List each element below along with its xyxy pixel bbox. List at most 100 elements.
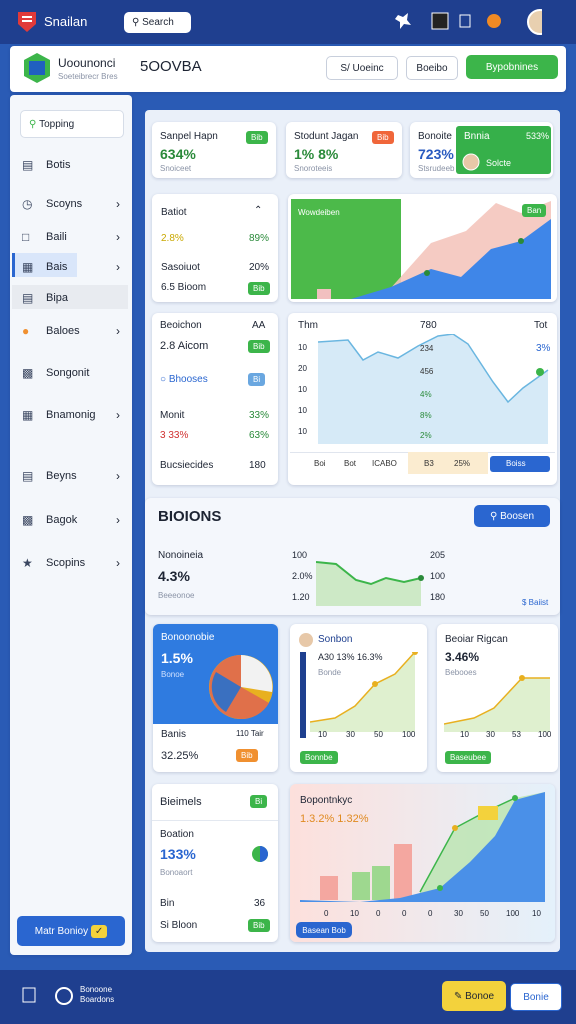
header-button[interactable]: S/ Uoeinc [326, 56, 398, 80]
sidebar-item[interactable]: Scopins [46, 557, 86, 569]
x-tick-label: 53 [512, 730, 521, 739]
combo-chart [300, 792, 545, 902]
beoichon-label: ○ Bhooses [160, 374, 208, 385]
stat-title: Sanpel Hapn [160, 131, 218, 142]
tab-highlight [408, 452, 488, 474]
bieimels-foot: Si Bloon [160, 920, 198, 931]
section-left: 1.20 [292, 592, 310, 602]
beoichon-label-text: Bhooses [168, 374, 208, 385]
x-tick-label: 0 [324, 909, 329, 918]
batiot-label: 6.5 Bioom [161, 282, 207, 293]
sidebar-item[interactable]: Bipa [46, 292, 69, 304]
sidebar-button[interactable]: Matr Bonioy ✓ [17, 916, 125, 946]
x-tick-label: 50 [480, 909, 489, 918]
section-footer: $ Baiist [522, 598, 549, 607]
sidebar-item[interactable]: Scoyns [46, 198, 83, 210]
search-box[interactable]: ⚲ Search [124, 12, 191, 33]
chevron: › [116, 513, 120, 527]
beoichon-label: Monit [160, 410, 185, 421]
tile-badge: Baseubee [445, 751, 492, 764]
batiot-value: 89% [249, 233, 270, 244]
x-tick-label: 30 [346, 730, 355, 739]
stat-value: 634% [160, 146, 196, 162]
tab-active[interactable] [490, 456, 550, 472]
sidebar-item[interactable]: Bnamonig [46, 409, 96, 421]
tab-label[interactable]: Boi [314, 459, 326, 468]
stat-title: Bonoite [418, 131, 452, 142]
sidebar-icon: ★ [22, 556, 33, 570]
active-item [12, 253, 77, 277]
batiot-badge: Bib [248, 282, 270, 295]
chevron: › [116, 260, 120, 274]
section-button[interactable]: ⚲ Boosen [474, 505, 550, 527]
tile-note: Bebooes [445, 668, 477, 677]
chevron: › [116, 469, 120, 483]
footer-text: Boardons [80, 995, 115, 1004]
sidebar-search-text: Topping [39, 118, 75, 130]
tile-extra: 110 Tair [236, 729, 264, 738]
sidebar-icon: ● [22, 324, 30, 338]
brand-logo [18, 12, 36, 32]
beoichon-label: 2.8 Aicom [160, 340, 209, 352]
sidebar-item[interactable]: Bais [46, 261, 68, 273]
sidebar-item[interactable]: Songonit [46, 367, 90, 379]
bieimels-note: Bonoaort [160, 868, 193, 877]
sidebar-item[interactable]: Beyns [46, 470, 77, 482]
tab-label[interactable]: ICABO [372, 459, 397, 468]
footer-icons[interactable] [20, 984, 80, 1008]
sidebar-item[interactable]: Botis [46, 159, 71, 171]
tab-label[interactable]: Boiss [506, 459, 526, 468]
tab-label[interactable]: Bot [344, 459, 357, 468]
x-tick-label: 10 [350, 909, 359, 918]
tab-label[interactable]: 25% [454, 459, 471, 468]
area-badge: Ban [522, 204, 547, 217]
stat-highlight-label: Bnnia [464, 131, 490, 142]
section-left: 100 [292, 550, 308, 560]
combo-button-text: Basean Bob [302, 925, 346, 935]
tab-label[interactable]: B3 [424, 459, 434, 468]
sidebar-icon: ▤ [22, 291, 34, 305]
sidebar-icon: ▦ [22, 408, 34, 422]
combo-title: Bopontnkyc [300, 795, 353, 806]
point-label: 2% [420, 431, 432, 440]
tile-value: 3.46% [445, 650, 480, 664]
section-right: 100 [430, 571, 446, 581]
footer-button-text: Bonoe [465, 990, 495, 1002]
beoichon-badge: Bib [248, 340, 270, 353]
header-button[interactable]: Bypobnines [466, 55, 558, 79]
x-tick-label: 100 [506, 909, 520, 918]
footer-button[interactable]: ✎ Bonoe [442, 981, 506, 1011]
batiot-label: Sasoiuot [161, 262, 200, 273]
stat-value: 1% 8% [294, 146, 339, 162]
section-left: 2.0% [292, 571, 313, 581]
sidebar-item[interactable]: Baloes [46, 325, 80, 337]
point-label: 456 [420, 367, 434, 376]
combo-button[interactable]: Basean Bob [296, 922, 352, 938]
area-chart [291, 199, 551, 299]
top-bar [0, 0, 576, 44]
sidebar-icon: ▤ [22, 158, 34, 172]
sidebar-item[interactable]: Bagok [46, 514, 78, 526]
stat-note: Snoiceet [160, 164, 192, 173]
sidebar-item[interactable]: Baili [46, 231, 67, 243]
bieimels-row: 36 [254, 898, 266, 909]
chevron: › [116, 230, 120, 244]
batiot-value: 2.8% [161, 233, 184, 244]
tile-total: 32.25% [161, 750, 199, 762]
beoichon-title: Beoichon [160, 320, 202, 331]
y-tick-label: 10 [298, 385, 307, 394]
sidebar-icon: ▤ [22, 469, 34, 483]
sidebar-search[interactable]: ⚲ Topping [20, 110, 124, 138]
x-tick-label: 0 [428, 909, 433, 918]
beoichon-value: 180 [249, 460, 266, 471]
brand: Snailan [44, 14, 88, 29]
toolbar-icons[interactable] [392, 7, 542, 37]
chevron[interactable]: ⌃ [254, 205, 263, 216]
line-head: Tot [534, 320, 548, 331]
header-button[interactable]: Boeibo [406, 56, 458, 80]
footer-button[interactable]: Bonie [510, 983, 562, 1011]
chevron: › [116, 197, 120, 211]
bieimels-badge: Bib [248, 919, 270, 932]
